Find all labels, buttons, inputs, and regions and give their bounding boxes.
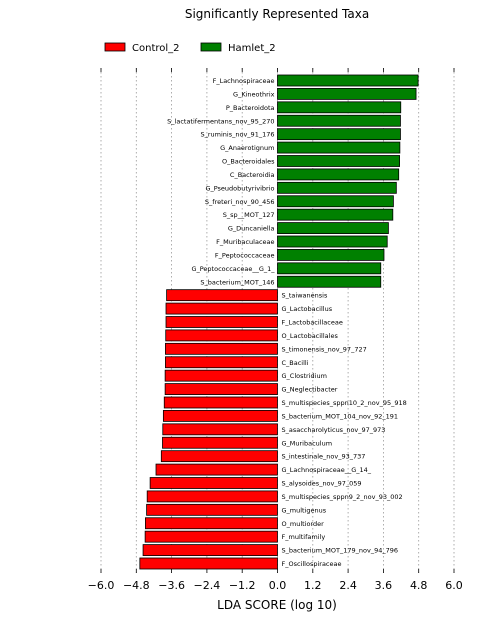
bar-label: S_intestinale_nov_93_737	[282, 453, 366, 461]
bar	[165, 329, 278, 342]
legend-label-control: Control_2	[132, 43, 180, 54]
bar-label: S_multispecies_sppn10_2_nov_95_918	[282, 399, 407, 407]
bar	[166, 289, 278, 302]
bar-label: F_Lachnospiraceae	[213, 77, 275, 85]
bar-label: G_Clostridium	[282, 372, 327, 380]
bar-label: G_Duncaniella	[228, 225, 275, 233]
bar	[277, 195, 394, 208]
legend-swatch-control	[104, 42, 126, 52]
bar	[163, 396, 278, 409]
bar	[145, 517, 278, 530]
bar	[164, 369, 278, 382]
bar-label: G_Neglectibacter	[282, 386, 338, 394]
bar-label: G_multigenus	[282, 506, 327, 514]
bar	[277, 114, 401, 127]
x-tick-label: −4.8	[123, 579, 150, 592]
bar-label: G_Peptococcaceae__G_1_	[191, 265, 275, 273]
bar-label: F_Peptococcaceae	[215, 251, 275, 259]
bar-label: F_Muribaculaceae	[216, 238, 274, 246]
bar-label: S_bacterium_MOT_146	[200, 278, 274, 286]
x-axis-title: LDA SCORE (log 10)	[217, 598, 337, 612]
bar-label: C_Bacilli	[282, 359, 309, 367]
bar-label: S_asaccharolyticus_nov_97_973	[282, 426, 386, 434]
bar	[162, 436, 278, 449]
bar-label: S_taiwanensis	[282, 292, 328, 300]
bar	[277, 275, 382, 288]
x-tick-label: 2.4	[339, 579, 357, 592]
bar-label: F_Oscillospiraceae	[282, 560, 342, 568]
bar-label: O_Lactobacillales	[282, 332, 339, 340]
bar	[155, 463, 278, 476]
bar	[165, 316, 278, 328]
x-tick-label: 3.6	[375, 579, 393, 592]
bar-label: S_sp__MOT_127	[223, 211, 275, 219]
bar-label: G_Pseudobutyrivibrio	[205, 184, 274, 192]
bar	[162, 410, 278, 422]
bar-label: G_Anaerotignum	[220, 144, 274, 152]
bar-label: G_Lachnospiraceae__G_14_	[282, 466, 372, 474]
bar-label: F_Lactobacillaceae	[282, 319, 343, 327]
bar	[277, 168, 400, 181]
bar-labels: F_Lachnospiraceae G_Kineothrix P_Bacteroid…	[167, 77, 407, 568]
x-tick-label: 1.2	[304, 579, 322, 592]
bar	[277, 181, 397, 194]
bar-label: S_freteri_nov_90_456	[205, 198, 275, 206]
bar-label: S_bacterium_MOT_104_nov_92_191	[282, 412, 399, 420]
bar	[277, 208, 394, 221]
bar	[165, 302, 278, 315]
x-tick-label: 6.0	[445, 579, 463, 592]
bar	[160, 450, 278, 463]
bar-label: O_Bacteroidales	[222, 158, 275, 166]
legend-swatch-hamlet	[200, 42, 222, 52]
bar-label: P_Bacteroidota	[226, 104, 275, 112]
bar	[165, 356, 278, 369]
bar	[277, 74, 419, 87]
x-tick-label: 4.8	[410, 579, 428, 592]
bar	[162, 423, 278, 436]
bar	[277, 222, 389, 234]
bar	[277, 101, 402, 114]
bar-label: S_multispecies_sppn9_2_nov_93_002	[282, 493, 403, 501]
x-tick-label: −2.4	[194, 579, 221, 592]
bar-label: G_Lactobacillus	[282, 305, 333, 313]
x-tick-label: 0.0	[269, 579, 287, 592]
bar	[277, 249, 385, 261]
bar	[139, 557, 278, 570]
bar	[277, 88, 417, 100]
x-axis-ticks: −6.0 −4.8 −3.6 −2.4 −1.2 0.0 1.2 2.4 3.6 4.8 6.0	[88, 68, 463, 592]
bar	[277, 262, 382, 275]
bar-label: S_timonensis_nov_97_727	[282, 345, 367, 353]
bar	[142, 544, 278, 556]
bar-label: G_Kineothrix	[233, 90, 275, 98]
bar	[277, 235, 388, 248]
x-tick-label: −6.0	[88, 579, 115, 592]
bar-label: C_Bacteroidia	[230, 171, 275, 179]
bars	[139, 74, 419, 570]
bar	[277, 141, 401, 154]
bar-label: S_ruminis_nov_91_176	[201, 131, 275, 139]
bar	[146, 503, 278, 516]
chart-title: Significantly Represented Taxa	[185, 7, 369, 21]
legend-label-hamlet: Hamlet_2	[228, 43, 276, 54]
x-tick-label: −3.6	[158, 579, 185, 592]
bar	[164, 383, 278, 395]
x-tick-label: −1.2	[229, 579, 256, 592]
bar	[144, 530, 278, 543]
legend: Control_2 Hamlet_2	[104, 42, 276, 54]
bar	[149, 477, 278, 489]
bar-label: S_lactatifermentans_nov_95_270	[167, 117, 274, 125]
bar	[146, 490, 278, 503]
bar	[277, 128, 401, 141]
bar-label: F_multifamily	[282, 533, 326, 541]
bar-label: G_Muribaculum	[282, 439, 333, 447]
bar	[277, 155, 400, 167]
bar	[165, 342, 278, 355]
bar-label: O_multiorder	[282, 520, 325, 528]
bar-label: S_alysoides_nov_97_059	[282, 480, 362, 488]
bar-label: S_bacterium_MOT_179_nov_94_796	[282, 547, 399, 555]
